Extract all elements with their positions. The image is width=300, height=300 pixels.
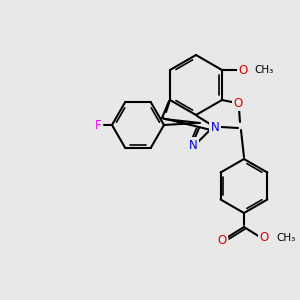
Text: CH₃: CH₃ [276, 233, 295, 243]
Text: F: F [95, 118, 101, 131]
Text: N: N [211, 121, 219, 134]
Text: O: O [218, 235, 226, 248]
Text: O: O [260, 232, 268, 244]
Text: O: O [238, 64, 247, 76]
Text: CH₃: CH₃ [254, 65, 273, 75]
Text: O: O [233, 97, 243, 110]
Text: N: N [189, 139, 197, 152]
